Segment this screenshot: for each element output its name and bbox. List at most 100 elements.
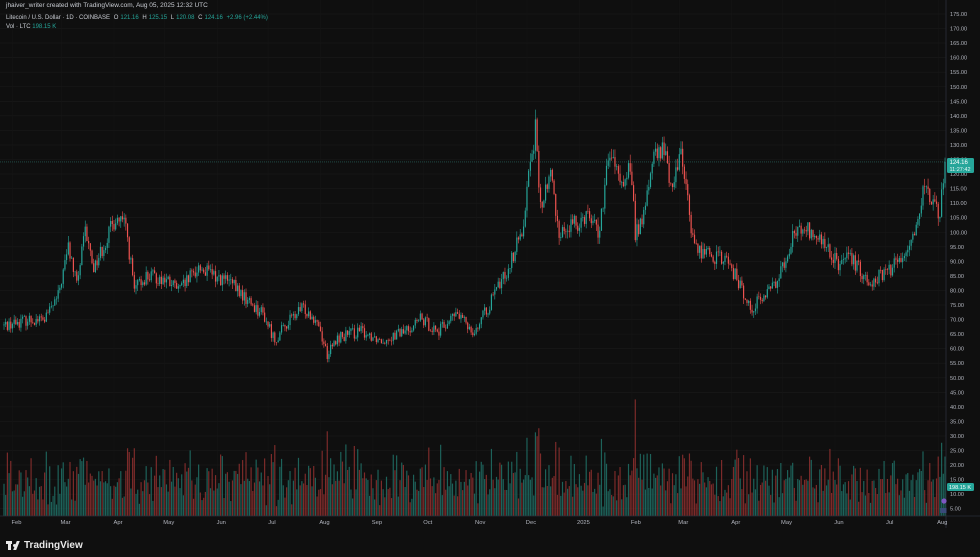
volume-bar [585,455,587,516]
candle-body [473,333,476,336]
volume-bar [384,497,386,516]
volume-bar [370,474,372,516]
volume-bar [824,468,826,516]
candle-body [472,332,474,336]
volume-bar [641,479,643,516]
volume-bar [912,474,914,516]
volume-bar [506,490,508,516]
volume-bar [77,473,80,516]
volume-bar [82,457,85,516]
volume-bar [516,451,518,516]
volume-bar [588,471,591,516]
x-tick-label: Apr [113,520,122,526]
tradingview-logo[interactable]: TradingView [6,540,83,551]
candle-body [636,224,638,241]
candle-body [330,344,332,355]
volume-bar [568,486,570,516]
volume-label[interactable]: Vol · LTC [6,24,31,30]
candle-body [265,321,267,323]
x-tick-label: Aug [937,520,947,526]
volume-bar [275,506,278,516]
volume-bar [363,472,366,516]
volume-bar [177,478,179,516]
event-marker-icon[interactable] [941,498,947,504]
price-chart[interactable]: 5.00 10.00 15.00 20.00 25.00 30.00 35.00 40.00 4… [0,0,980,528]
candle-body [150,271,152,281]
volume-bar [485,474,487,516]
candle-body [707,247,709,249]
volume-bar [494,488,496,516]
volume-bar [726,492,728,516]
volume-bar [749,458,751,516]
candle-body [700,245,702,259]
volume-bar [636,468,638,516]
symbol-name[interactable]: Litecoin / U.S. Dollar · 1D · COINBASE [6,15,111,21]
candle-body [130,258,132,260]
volume-bar [228,481,230,516]
volume-bar [441,495,443,516]
candle-body [588,211,591,219]
candle-body [204,272,206,276]
volume-bar [154,475,156,516]
candle-body [841,260,843,264]
volume-bar [802,484,804,516]
candle-body [358,327,361,332]
candle-body [223,275,225,279]
candle-body [665,151,667,155]
candle-body [781,262,784,267]
y-tick-label: 65.00 [950,332,964,338]
candle-body [86,226,88,242]
candle-body [863,275,865,280]
volume-bar [32,493,34,516]
volume-bar [656,475,658,516]
candle-body [727,256,729,264]
candle-body [646,190,648,206]
candle-body [668,163,670,183]
candle-body [54,299,56,306]
candle-body [284,325,286,327]
volume-bar [137,489,139,516]
volume-bar [590,469,592,516]
chart-grid [0,13,946,510]
volume-bar [484,479,486,516]
candle-body [514,251,516,262]
volume-bar [157,487,159,516]
volume-value: 198.15 K [949,485,971,491]
volume-bar [301,481,303,516]
candle-body [649,173,652,188]
candle-body [287,325,289,329]
candle-body [198,265,200,273]
volume-bar [355,489,357,516]
candle-body [37,319,39,322]
volume-bar [104,481,107,516]
candle-body [546,184,548,189]
change-value: +2.96 (+2.44%) [226,15,268,21]
volume-bar [236,473,239,516]
candle-body [77,275,80,281]
dividend-marker-icon[interactable] [940,508,947,513]
volume-bar [91,475,93,516]
volume-bar [517,498,520,516]
axis-markers [940,498,947,513]
candle-body [687,184,689,196]
candle-body [218,275,220,277]
candles [3,109,946,363]
candle-body [722,262,724,264]
volume-bar [297,457,300,516]
candle-body [522,226,525,237]
volume-bar [661,463,663,516]
volume-bar [258,481,261,516]
candle-body [876,282,878,284]
y-tick-label: 115.00 [950,187,967,193]
candle-body [528,170,530,187]
candle-body [291,314,293,316]
volume-bar [113,485,115,516]
candle-body [15,319,17,325]
volume-bar [597,472,599,516]
candle-body [299,307,301,312]
candle-body [739,280,741,289]
volume-bar [179,488,181,516]
time-axis[interactable]: Feb Mar Apr May Jun Jul Aug Sep Oct Nov Dec 2025 Feb… [11,520,947,526]
candle-body [57,290,59,299]
candle-body [110,221,112,227]
